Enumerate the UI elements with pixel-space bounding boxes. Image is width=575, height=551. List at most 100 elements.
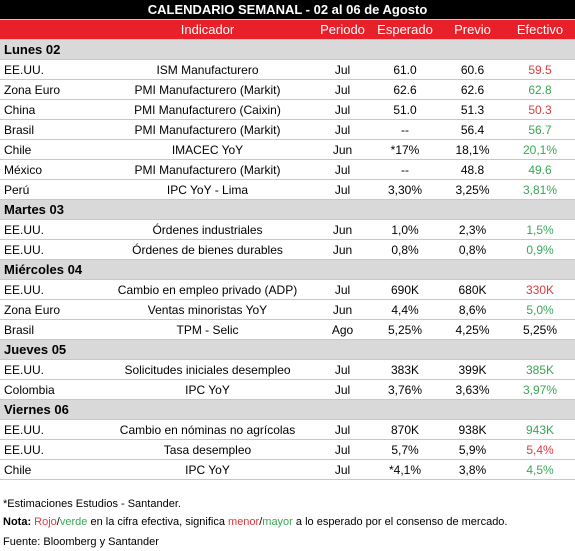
previous-cell: 3,8% [440,459,505,480]
period-cell: Jul [315,279,370,300]
data-row: EE.UU. ISM Manufacturero Jul 61.0 60.6 59.5 [0,59,575,80]
country-cell: Chile [0,459,100,480]
previous-cell: 8,6% [440,299,505,320]
period-cell: Jun [315,239,370,260]
period-cell: Jul [315,359,370,380]
indicator-cell: Órdenes de bienes durables [100,239,315,260]
data-row: Chile IPC YoY Jul *4,1% 3,8% 4,5% [0,459,575,480]
previous-cell: 60.6 [440,59,505,80]
day-row: Martes 03 [0,199,575,220]
country-cell: EE.UU. [0,359,100,380]
actual-cell: 5,25% [505,319,575,340]
expected-cell: *4,1% [370,459,440,480]
previous-cell: 18,1% [440,139,505,160]
title-row: CALENDARIO SEMANAL - 02 al 06 de Agosto [0,0,575,20]
period-cell: Jul [315,439,370,460]
indicator-cell: Tasa desempleo [100,439,315,460]
country-cell: Brasil [0,319,100,340]
period-cell: Jul [315,459,370,480]
expected-cell: 690K [370,279,440,300]
indicator-cell: Órdenes industriales [100,219,315,240]
country-cell: EE.UU. [0,439,100,460]
note-part: menor [228,516,260,528]
actual-cell: 56.7 [505,119,575,140]
actual-cell: 385K [505,359,575,380]
data-row: EE.UU. Solicitudes iniciales desempleo Jul… [0,359,575,380]
day-row: Lunes 02 [0,39,575,60]
actual-cell: 5,4% [505,439,575,460]
expected-cell: 383K [370,359,440,380]
country-cell: Zona Euro [0,299,100,320]
note-part: / [259,516,263,528]
header-cell: Previo [440,19,505,40]
data-row: Zona Euro PMI Manufacturero (Markit) Jul 62… [0,79,575,100]
note-part: en la cifra efectiva, significa [90,516,225,528]
country-cell: México [0,159,100,180]
country-cell: EE.UU. [0,419,100,440]
actual-cell: 49.6 [505,159,575,180]
country-cell: EE.UU. [0,219,100,240]
country-cell: China [0,99,100,120]
expected-cell: 51.0 [370,99,440,120]
country-cell: EE.UU. [0,279,100,300]
period-cell: Jul [315,419,370,440]
data-row: EE.UU. Órdenes de bienes durables Jun 0,8% 0… [0,239,575,260]
indicator-cell: IPC YoY [100,379,315,400]
indicator-cell: Ventas minoristas YoY [100,299,315,320]
data-row: China PMI Manufacturero (Caixin) Jul 51.0 51… [0,99,575,120]
previous-cell: 938K [440,419,505,440]
header-cell: Efectivo [505,19,575,40]
table-body: CALENDARIO SEMANAL - 02 al 06 de Agosto … [0,0,575,480]
note-part: verde [59,516,88,528]
period-cell: Ago [315,319,370,340]
previous-cell: 56.4 [440,119,505,140]
day-label: Jueves 05 [0,339,575,360]
indicator-cell: PMI Manufacturero (Markit) [100,119,315,140]
day-label: Miércoles 04 [0,259,575,280]
country-cell: EE.UU. [0,59,100,80]
indicator-cell: PMI Manufacturero (Markit) [100,79,315,100]
country-cell: Chile [0,139,100,160]
indicator-cell: ISM Manufacturero [100,59,315,80]
actual-cell: 5,0% [505,299,575,320]
note-part: / [56,516,60,528]
previous-cell: 51.3 [440,99,505,120]
title: CALENDARIO SEMANAL - 02 al 06 de Agosto [0,0,575,20]
header-cell: Esperado [370,19,440,40]
data-row: EE.UU. Cambio en empleo privado (ADP) Jul 6… [0,279,575,300]
actual-cell: 3,81% [505,179,575,200]
previous-cell: 399K [440,359,505,380]
previous-cell: 5,9% [440,439,505,460]
previous-cell: 48.8 [440,159,505,180]
actual-cell: 0,9% [505,239,575,260]
period-cell: Jun [315,219,370,240]
data-row: México PMI Manufacturero (Markit) Jul -- 48.… [0,159,575,180]
note-part: mayor [262,516,293,528]
country-cell: Colombia [0,379,100,400]
header-cell: Indicador [100,19,315,40]
note: Nota: Rojo/verde en la cifra efectiva, s… [3,516,507,528]
indicator-cell: Solicitudes iniciales desempleo [100,359,315,380]
previous-cell: 680K [440,279,505,300]
indicator-cell: IPC YoY [100,459,315,480]
previous-cell: 2,3% [440,219,505,240]
note-label: Nota: [3,516,32,528]
actual-cell: 330K [505,279,575,300]
day-label: Martes 03 [0,199,575,220]
indicator-cell: PMI Manufacturero (Markit) [100,159,315,180]
actual-cell: 50.3 [505,99,575,120]
period-cell: Jul [315,119,370,140]
indicator-cell: Cambio en empleo privado (ADP) [100,279,315,300]
actual-cell: 1,5% [505,219,575,240]
expected-cell: 4,4% [370,299,440,320]
day-label: Lunes 02 [0,39,575,60]
indicator-cell: Cambio en nóminas no agrícolas [100,419,315,440]
expected-cell: 62.6 [370,79,440,100]
expected-cell: 5,7% [370,439,440,460]
previous-cell: 0,8% [440,239,505,260]
period-cell: Jun [315,139,370,160]
header-cell: Periodo [315,19,370,40]
source: Fuente: Bloomberg y Santander [3,536,159,548]
header-row: Indicador Periodo Esperado Previo Efectivo [0,19,575,40]
